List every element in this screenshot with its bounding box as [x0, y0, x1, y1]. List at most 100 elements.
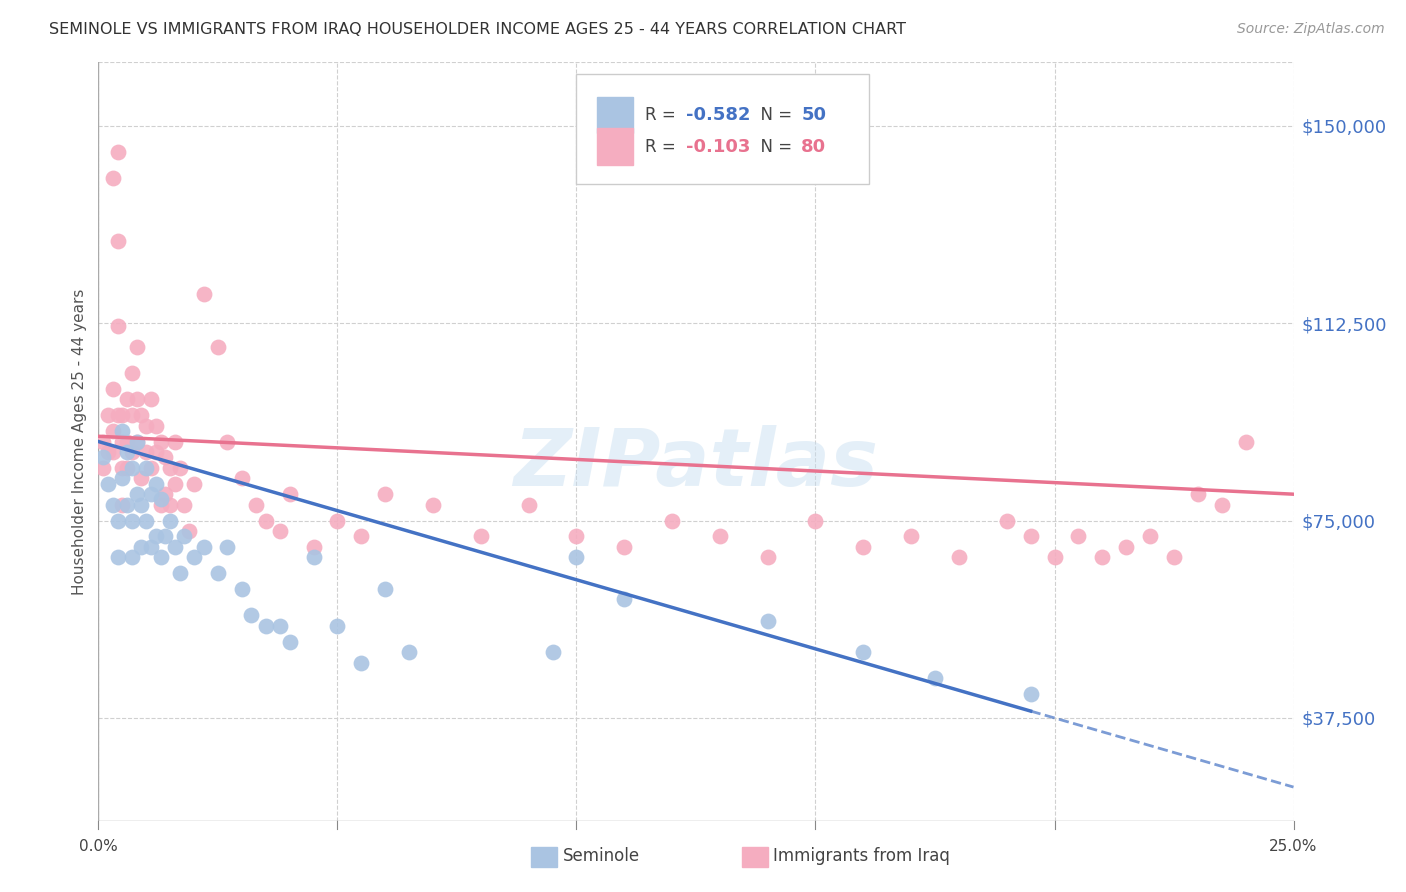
Point — [101, 498, 124, 512]
Point — [91, 434, 114, 449]
Text: -0.582: -0.582 — [686, 106, 751, 124]
Point — [125, 434, 148, 449]
Point — [159, 514, 181, 528]
Point — [183, 476, 205, 491]
Point — [111, 424, 134, 438]
Point — [115, 461, 138, 475]
Point — [517, 498, 540, 512]
Point — [1187, 487, 1209, 501]
Point — [269, 524, 291, 538]
Text: 80: 80 — [801, 137, 827, 155]
Point — [159, 498, 181, 512]
Point — [145, 445, 167, 459]
Point — [1019, 687, 1042, 701]
Point — [121, 445, 143, 459]
Point — [231, 582, 253, 596]
Point — [613, 540, 636, 554]
Point — [756, 614, 779, 628]
Point — [1234, 434, 1257, 449]
Point — [1139, 529, 1161, 543]
Point — [107, 408, 129, 422]
Point — [101, 445, 124, 459]
Point — [131, 540, 153, 554]
Point — [159, 461, 181, 475]
Point — [193, 287, 215, 301]
Point — [374, 582, 396, 596]
Point — [125, 392, 148, 407]
Point — [139, 392, 162, 407]
Point — [924, 672, 946, 686]
Point — [350, 656, 373, 670]
Point — [111, 461, 134, 475]
Point — [155, 529, 177, 543]
Point — [111, 471, 134, 485]
Point — [709, 529, 731, 543]
Point — [240, 608, 263, 623]
Point — [169, 566, 191, 581]
Point — [107, 550, 129, 565]
Point — [1115, 540, 1137, 554]
Point — [115, 445, 138, 459]
Point — [115, 434, 138, 449]
Point — [1067, 529, 1090, 543]
Point — [269, 619, 291, 633]
Point — [149, 434, 172, 449]
Point — [326, 619, 349, 633]
Point — [139, 487, 162, 501]
Y-axis label: Householder Income Ages 25 - 44 years: Householder Income Ages 25 - 44 years — [72, 288, 87, 595]
Point — [422, 498, 444, 512]
Point — [97, 445, 120, 459]
Point — [97, 408, 120, 422]
Point — [1163, 550, 1185, 565]
Point — [948, 550, 970, 565]
Point — [145, 476, 167, 491]
Point — [470, 529, 492, 543]
Point — [121, 408, 143, 422]
Point — [135, 461, 157, 475]
Point — [398, 645, 420, 659]
Point — [131, 471, 153, 485]
Point — [163, 434, 186, 449]
Point — [1091, 550, 1114, 565]
Point — [278, 487, 301, 501]
Point — [139, 461, 162, 475]
Point — [107, 514, 129, 528]
Point — [149, 492, 172, 507]
Point — [97, 476, 120, 491]
Point — [1019, 529, 1042, 543]
Text: ZIPatlas: ZIPatlas — [513, 425, 879, 503]
Bar — [596, 96, 633, 133]
Point — [541, 645, 564, 659]
Text: R =: R = — [644, 106, 681, 124]
Point — [149, 498, 172, 512]
Point — [231, 471, 253, 485]
Point — [183, 550, 205, 565]
Point — [173, 498, 195, 512]
Point — [101, 424, 124, 438]
Point — [326, 514, 349, 528]
Point — [302, 550, 325, 565]
Point — [155, 487, 177, 501]
Point — [217, 540, 239, 554]
Text: Source: ZipAtlas.com: Source: ZipAtlas.com — [1237, 22, 1385, 37]
Point — [804, 514, 827, 528]
FancyBboxPatch shape — [576, 74, 869, 184]
Text: -0.103: -0.103 — [686, 137, 751, 155]
Point — [111, 408, 134, 422]
Point — [125, 487, 148, 501]
Point — [121, 514, 143, 528]
Point — [111, 498, 134, 512]
Point — [193, 540, 215, 554]
Text: R =: R = — [644, 137, 681, 155]
Point — [350, 529, 373, 543]
Point — [163, 476, 186, 491]
Point — [254, 619, 277, 633]
Point — [1211, 498, 1233, 512]
Point — [661, 514, 683, 528]
Point — [613, 592, 636, 607]
Point — [135, 445, 157, 459]
Text: N =: N = — [749, 137, 797, 155]
Point — [115, 498, 138, 512]
Point — [131, 408, 153, 422]
Point — [131, 498, 153, 512]
